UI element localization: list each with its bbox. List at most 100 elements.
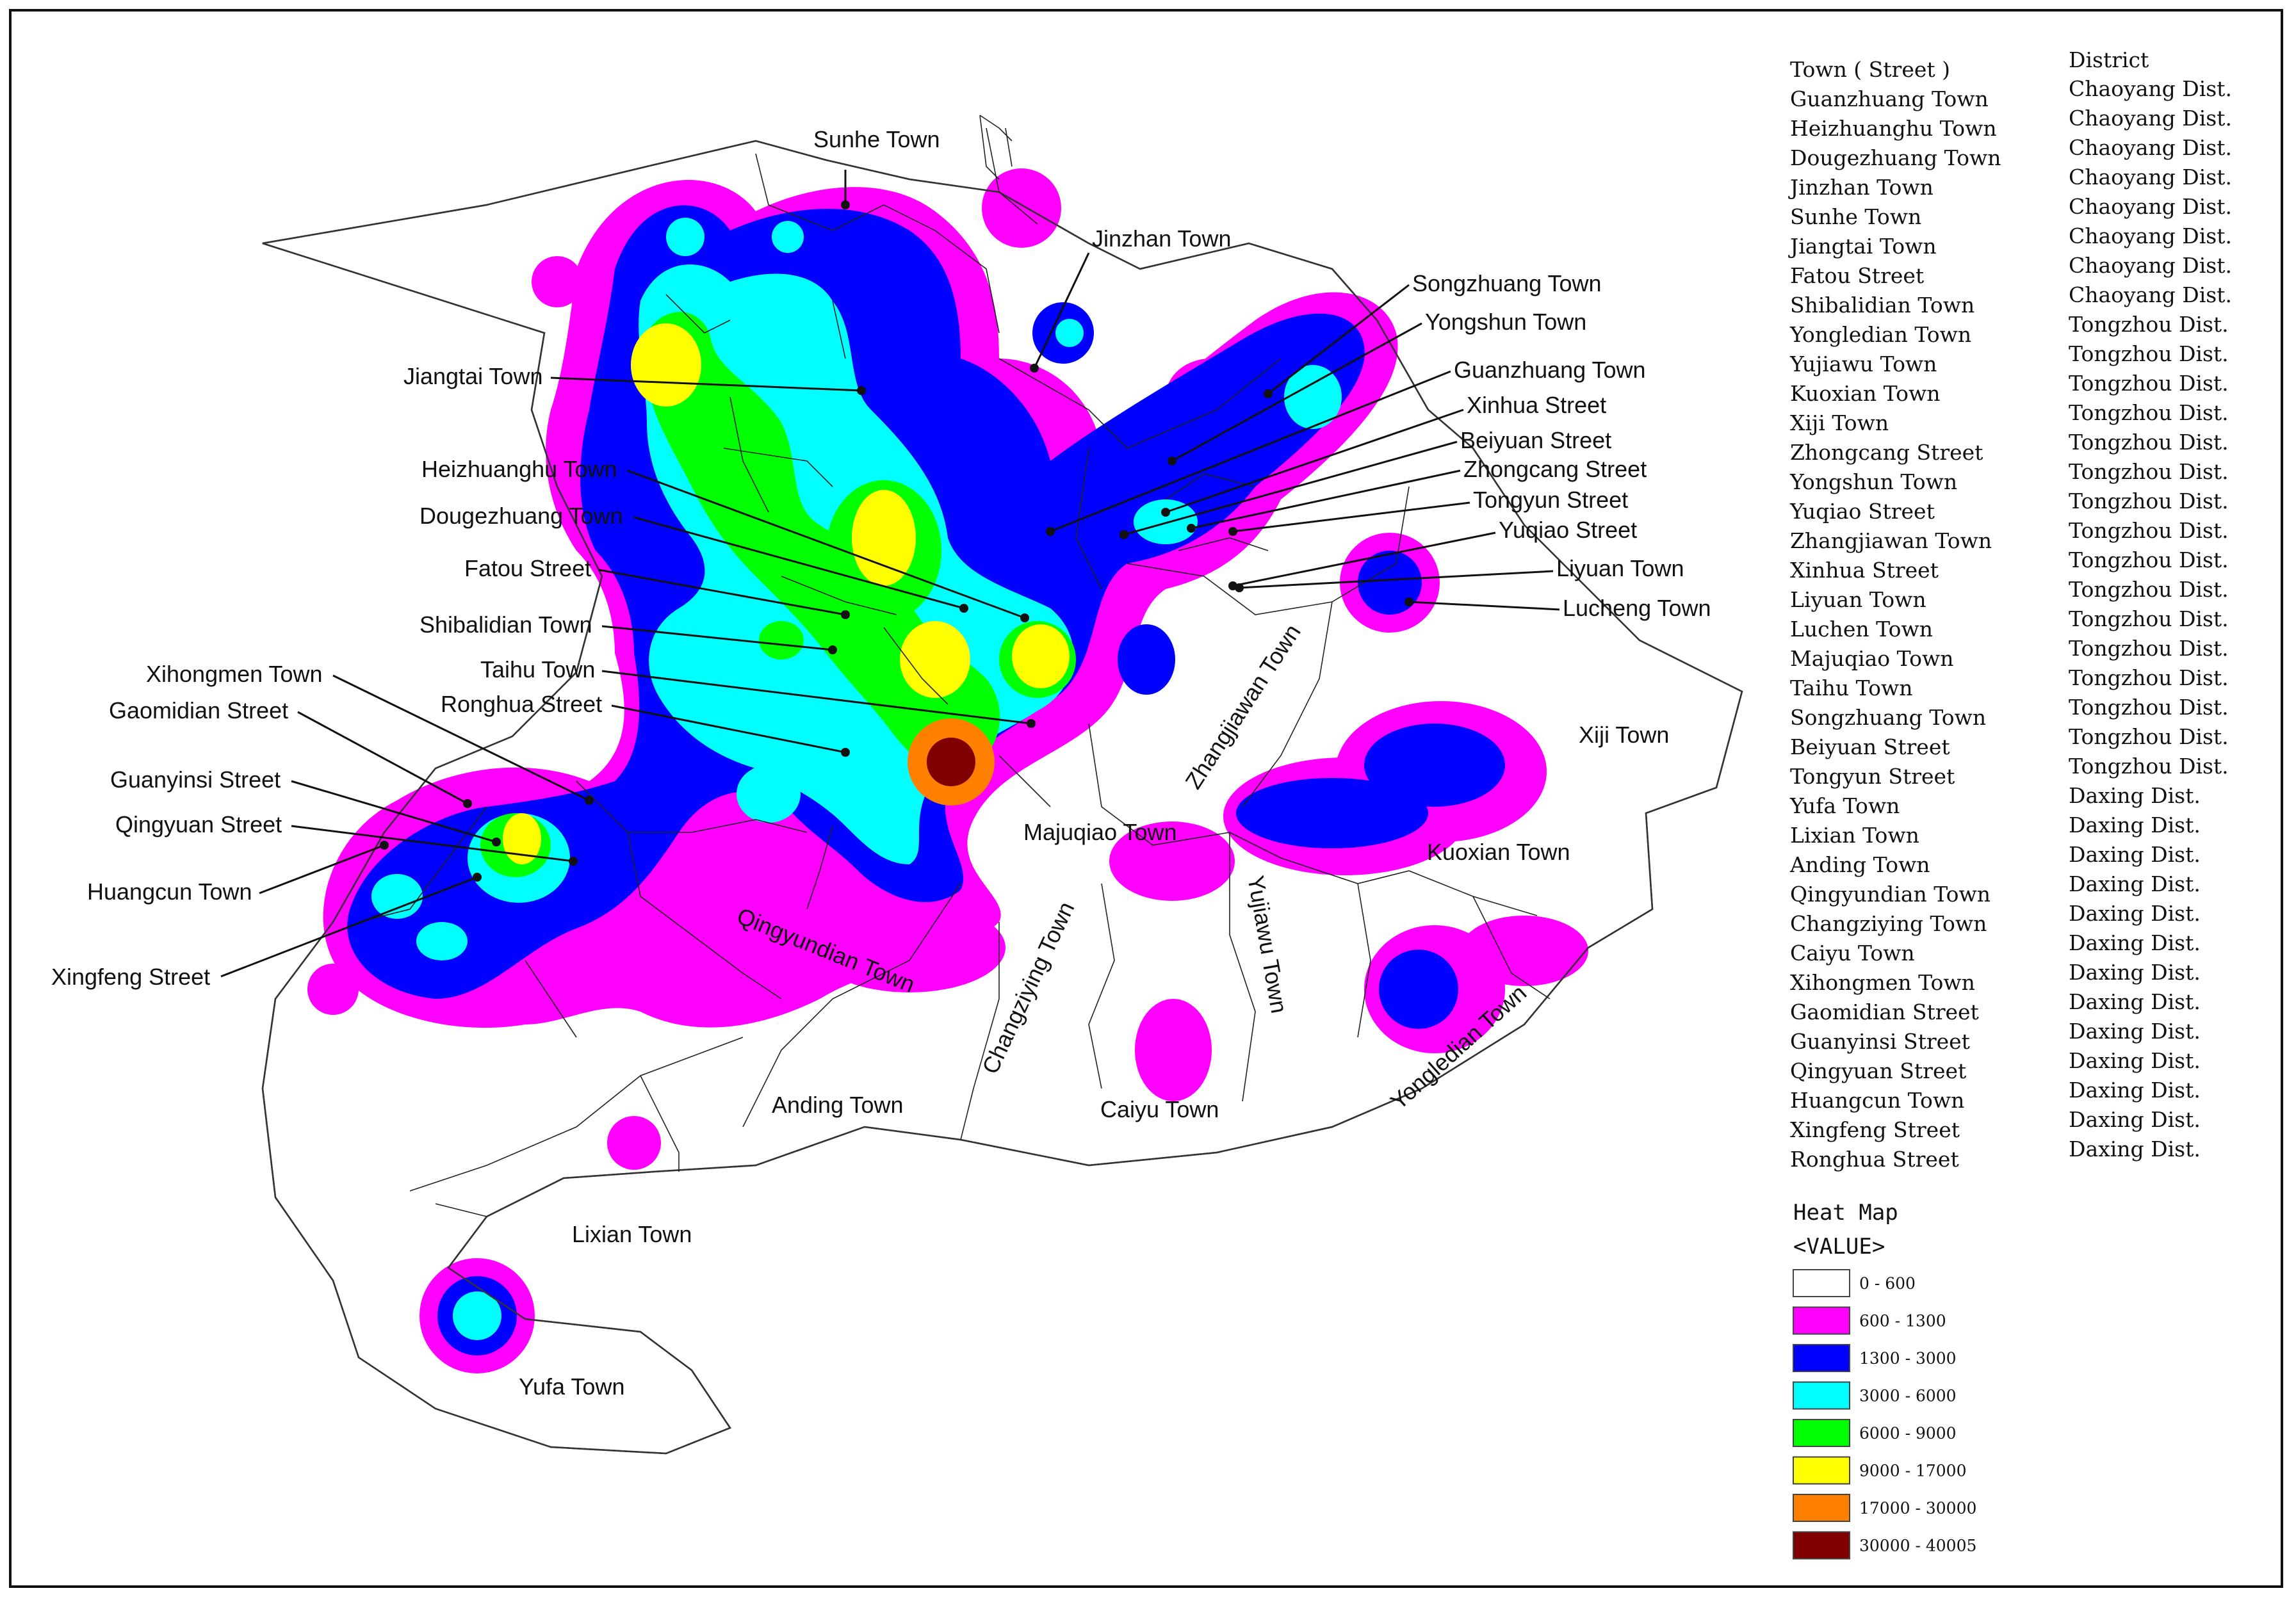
legend-swatch: [1793, 1531, 1850, 1560]
map-label-lucheng: Lucheng Town: [1563, 595, 1711, 621]
map-label-yuqiao: Yuqiao Street: [1499, 517, 1637, 543]
town-district-table: Town ( Street ) District Guanzhuang Town Ch…: [1788, 47, 2232, 1172]
leader-line-tongyun: [1232, 501, 1470, 533]
map-label-songzhuang: Songzhuang Town: [1412, 270, 1602, 296]
leader-line-xihongmen: [332, 674, 590, 802]
table-cell-district: Daxing Dist.: [2069, 1019, 2201, 1044]
map-label-beiyuan: Beiyuan Street: [1460, 427, 1611, 453]
table-cell-town: Guanyinsi Street: [1790, 1029, 1970, 1054]
legend-swatch: [1793, 1456, 1850, 1485]
map-label-guanzhuang: Guanzhuang Town: [1454, 357, 1646, 383]
map-label-jiangtai: Jiangtai Town: [403, 363, 542, 389]
table-header-town: Town ( Street ): [1790, 57, 1950, 82]
table-cell-district: Daxing Dist.: [2069, 930, 2201, 955]
location-dot-shibalidian: [828, 645, 837, 654]
location-dot-xinhua: [1161, 508, 1170, 517]
map-label-majuqiao: Majuqiao Town: [1023, 819, 1176, 845]
legend-swatch: [1793, 1269, 1850, 1297]
town-boundaries: [261, 115, 1743, 1455]
table-cell-town: Xinhua Street: [1790, 558, 1939, 583]
location-dot-jinzhan: [1030, 364, 1039, 373]
table-cell-district: Chaoyang Dist.: [2069, 106, 2232, 131]
table-cell-district: Tongzhou Dist.: [2069, 312, 2229, 337]
heat-class-30000-40005: [927, 738, 975, 786]
location-dot-heizhuanghu: [1020, 613, 1029, 622]
table-cell-district: Chaoyang Dist.: [2069, 165, 2232, 190]
legend-swatch: [1793, 1494, 1850, 1522]
table-cell-town: Lixian Town: [1790, 823, 1919, 848]
leader-line-lucheng: [1408, 601, 1560, 611]
table-cell-town: Yujiawu Town: [1789, 352, 1937, 376]
map-label-yufa: Yufa Town: [519, 1373, 624, 1400]
table-cell-town: Xingfeng Street: [1790, 1117, 1960, 1142]
location-dot-liyuan: [1235, 583, 1244, 592]
table-cell-district: Tongzhou Dist.: [2069, 577, 2229, 602]
location-dot-xihongmen: [585, 796, 594, 805]
map-frame: [9, 9, 2283, 1588]
table-cell-town: Fatou Street: [1790, 263, 1924, 288]
legend-range-label: 3000 - 6000: [1859, 1387, 1957, 1405]
legend-range-label: 17000 - 30000: [1859, 1499, 1976, 1517]
leader-line-shibalidian: [601, 625, 833, 651]
map-label-taihu: Taihu Town: [480, 656, 595, 683]
leader-line-guanzhuang: [1050, 370, 1451, 533]
map-label-huangcun: Huangcun Town: [87, 878, 252, 905]
table-cell-town: Yongshun Town: [1789, 469, 1957, 494]
table-cell-district: Chaoyang Dist.: [2069, 282, 2232, 307]
leader-line-beiyuan: [1123, 441, 1458, 536]
map-label-xinhua: Xinhua Street: [1467, 392, 1606, 418]
map-label-yujiawu: Yujiawu Town: [1242, 873, 1292, 1015]
table-cell-town: Kuoxian Town: [1790, 381, 1940, 406]
leader-line-songzhuang: [1267, 284, 1410, 395]
location-dot-guanzhuang: [1046, 527, 1055, 536]
table-cell-district: Chaoyang Dist.: [2069, 253, 2232, 278]
heat-surface: [307, 168, 1588, 1373]
table-cell-district: Daxing Dist.: [2069, 1078, 2201, 1103]
leader-line-yongshun: [1171, 322, 1422, 462]
leader-line-jiangtai: [550, 376, 862, 392]
map-label-yongshun: Yongshun Town: [1425, 309, 1586, 335]
map-label-qingyuan: Qingyuan Street: [115, 811, 282, 837]
map-label-guanyinsi: Guanyinsi Street: [110, 766, 281, 793]
table-cell-town: Huangcun Town: [1790, 1088, 1964, 1113]
table-cell-town: Yufa Town: [1789, 793, 1900, 818]
table-cell-district: Daxing Dist.: [2069, 901, 2201, 926]
map-label-xiji: Xiji Town: [1579, 722, 1669, 748]
legend-range-label: 600 - 1300: [1859, 1312, 1946, 1331]
map-label-sunhe: Sunhe Town: [813, 126, 940, 152]
location-dot-ronghua: [841, 748, 850, 757]
location-dot-qingyuan: [569, 857, 578, 866]
legend-subtitle: <VALUE>: [1793, 1234, 1885, 1259]
table-cell-district: Tongzhou Dist.: [2069, 754, 2229, 779]
map-label-zhongcang: Zhongcang Street: [1463, 456, 1647, 482]
location-dot-jiangtai: [857, 386, 866, 395]
legend-title: Heat Map: [1793, 1200, 1898, 1226]
table-cell-district: Tongzhou Dist.: [2069, 341, 2229, 366]
legend-swatch: [1793, 1419, 1850, 1447]
table-cell-town: Dougezhuang Town: [1790, 145, 2001, 170]
map-label-kuoxian: Kuoxian Town: [1427, 839, 1570, 865]
map-label-caiyu: Caiyu Town: [1100, 1096, 1219, 1122]
leader-line-ronghua: [611, 704, 846, 754]
table-cell-town: Zhangjiawan Town: [1790, 528, 1992, 553]
legend-range-label: 30000 - 40005: [1859, 1537, 1976, 1555]
leader-line-guanyinsi: [291, 780, 497, 843]
leader-line-qingyuan: [291, 825, 574, 862]
table-cell-district: Tongzhou Dist.: [2069, 430, 2229, 455]
leader-line-yuqiao: [1232, 531, 1496, 587]
table-cell-town: Luchen Town: [1790, 617, 1933, 642]
legend-range-label: 1300 - 3000: [1859, 1349, 1957, 1368]
table-cell-district: Daxing Dist.: [2069, 989, 2201, 1014]
leader-line-heizhuanghu: [627, 469, 1025, 619]
table-cell-town: Songzhuang Town: [1790, 705, 1986, 730]
table-cell-district: Daxing Dist.: [2069, 842, 2201, 867]
table-cell-town: Tongyun Street: [1790, 764, 1955, 789]
location-dot-fatou: [841, 610, 850, 619]
table-cell-district: Daxing Dist.: [2069, 813, 2201, 837]
table-cell-town: Guanzhuang Town: [1790, 86, 1989, 111]
location-dot-huangcun: [380, 841, 389, 850]
map-label-gaomidian: Gaomidian Street: [109, 697, 288, 724]
table-cell-town: Liyuan Town: [1790, 587, 1926, 612]
table-cell-district: Tongzhou Dist.: [2069, 724, 2229, 749]
